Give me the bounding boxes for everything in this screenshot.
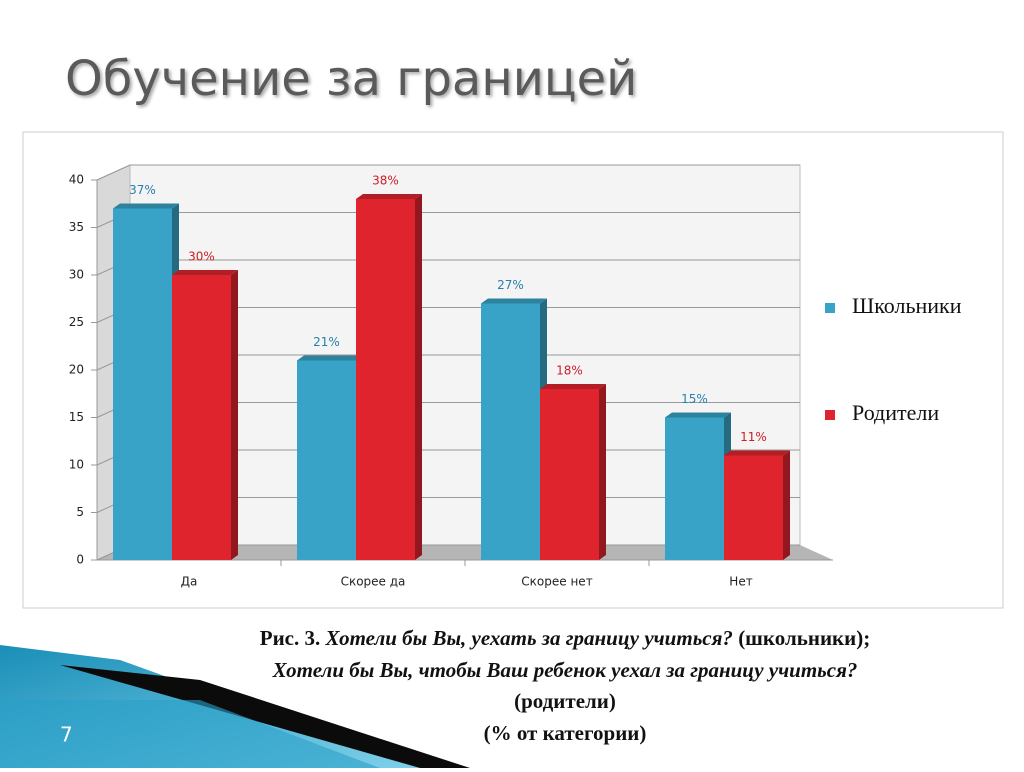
decor-wave (0, 700, 380, 768)
bar-side (599, 384, 606, 560)
bar-side (783, 450, 790, 560)
legend-swatch (825, 303, 835, 313)
x-tick-label: Нет (729, 575, 752, 589)
value-label: 18% (556, 364, 583, 378)
x-tick-label: Скорее нет (521, 575, 592, 589)
bar (113, 208, 172, 560)
bar (481, 303, 540, 560)
legend-label: Школьники (852, 293, 962, 318)
decor-stripe (60, 665, 470, 768)
grid-line (96, 164, 800, 181)
bar-top (356, 194, 422, 199)
slide-title: Обучение за границей (65, 51, 637, 107)
caption-figure: Рис. 3. (260, 626, 321, 650)
caption-question: Хотели бы Вы, уехать за границу учиться? (325, 626, 733, 650)
slide-number: 7 (60, 723, 73, 747)
y-tick-label: 25 (69, 315, 84, 329)
y-tick-label: 5 (76, 505, 84, 519)
y-tick-label: 40 (69, 173, 84, 187)
y-tick-label: 10 (69, 458, 84, 472)
bar (724, 455, 783, 560)
caption-group: (родители) (514, 689, 616, 713)
bar-top (724, 450, 790, 456)
value-label: 37% (129, 183, 156, 197)
bar-side (415, 194, 422, 560)
bar-side (231, 270, 238, 560)
caption-question: Хотели бы Вы, чтобы Ваш ребенок уехал за… (272, 658, 858, 682)
value-label: 30% (188, 250, 215, 264)
y-tick-label: 20 (69, 363, 84, 377)
caption-line: Рис. 3. Хотели бы Вы, уехать за границу … (260, 626, 870, 650)
bar-top (481, 298, 547, 304)
bar (540, 389, 599, 560)
x-tick-label: Скорее да (341, 575, 406, 589)
y-tick-label: 0 (76, 553, 84, 567)
bar-top (113, 203, 179, 209)
bar-top (665, 412, 731, 418)
x-tick-label: Да (181, 575, 198, 589)
y-tick-label: 15 (69, 410, 84, 424)
bar-top (540, 384, 606, 389)
value-label: 11% (740, 430, 767, 444)
bar (665, 417, 724, 560)
legend-label: Родители (852, 400, 939, 425)
y-tick-label: 30 (69, 268, 84, 282)
bar (297, 360, 356, 560)
value-label: 27% (497, 278, 524, 292)
value-label: 38% (372, 174, 399, 188)
bar (172, 275, 231, 560)
caption-group: (школьники); (738, 626, 870, 650)
bar (356, 199, 415, 560)
y-tick-label: 35 (69, 220, 84, 234)
chart: 0 5 10 15 20 25 30 35 40 Да 37% 30% Скорее да 21% 38% С… (69, 164, 962, 589)
value-label: 21% (313, 335, 340, 349)
legend-swatch (825, 410, 835, 420)
bar-top (297, 355, 363, 361)
caption-note: (% от категории) (484, 721, 647, 745)
value-label: 15% (681, 392, 708, 406)
floor (97, 545, 833, 560)
bar-top (172, 270, 238, 275)
